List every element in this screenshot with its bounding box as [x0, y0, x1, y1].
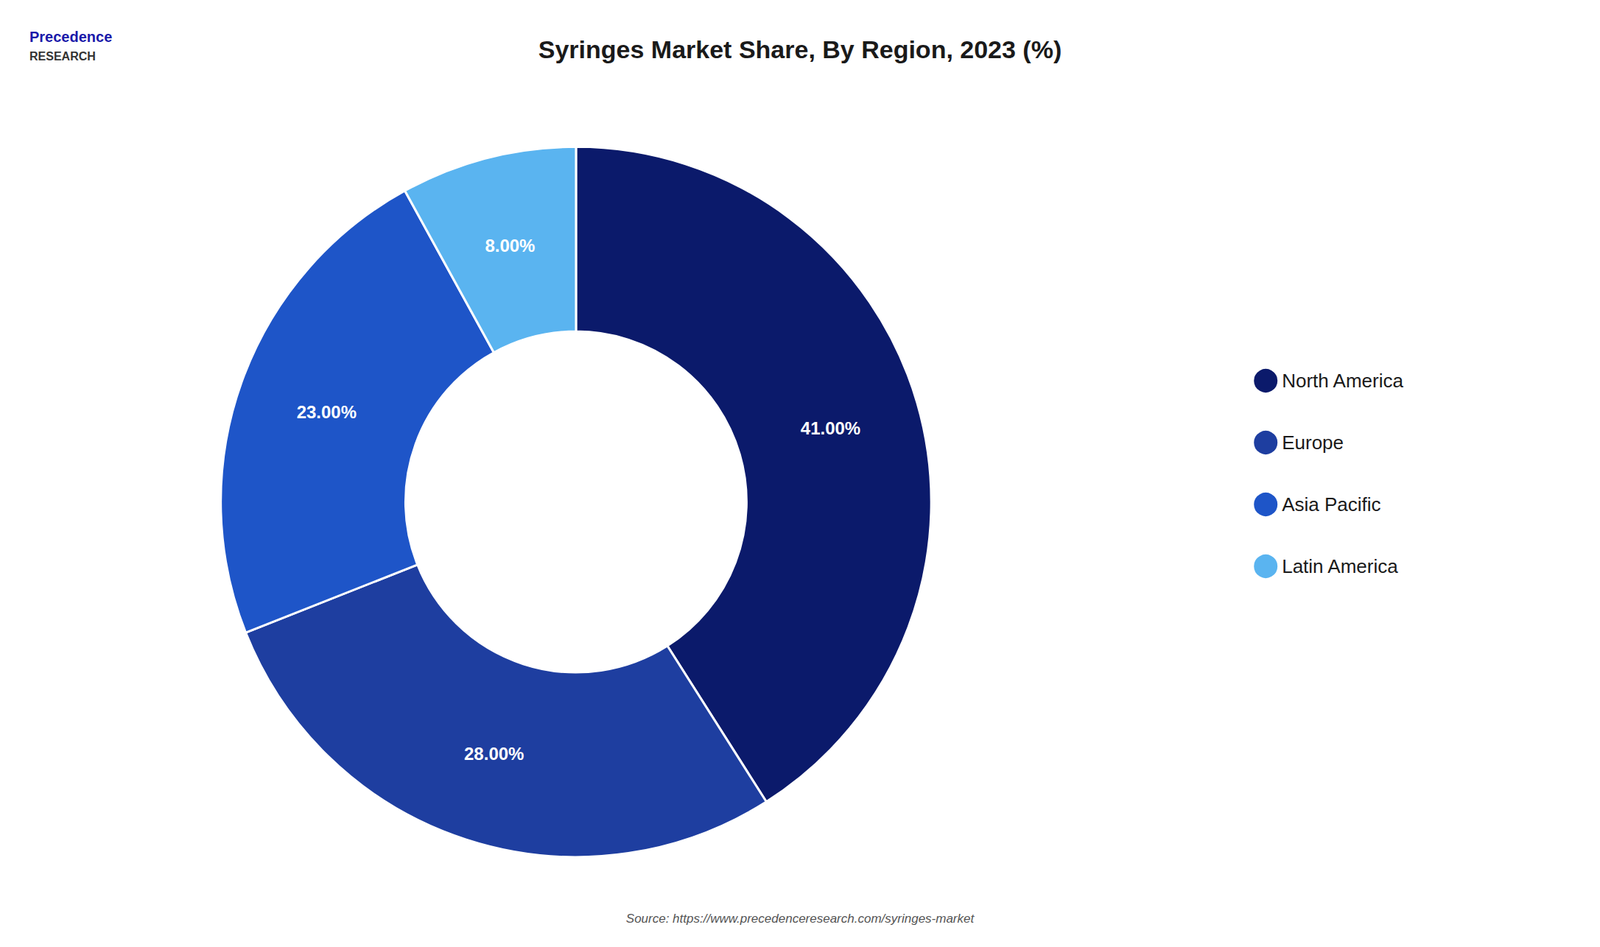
- svg-text:Source: https://www.precedence: Source: https://www.precedenceresearch.c…: [626, 911, 976, 926]
- svg-text:28.00%: 28.00%: [464, 744, 524, 764]
- svg-text:41.00%: 41.00%: [800, 418, 861, 439]
- svg-text:Europe: Europe: [1281, 431, 1344, 454]
- svg-text:Latin America: Latin America: [1281, 555, 1399, 578]
- svg-text:Asia Pacific: Asia Pacific: [1281, 493, 1381, 516]
- svg-text:8.00%: 8.00%: [484, 235, 535, 256]
- svg-text:23.00%: 23.00%: [296, 402, 357, 423]
- svg-text:North America: North America: [1281, 369, 1404, 392]
- svg-text:Precedence: Precedence: [29, 28, 112, 45]
- svg-text:Syringes Market Share, By Regi: Syringes Market Share, By Region, 2023 (…: [538, 35, 1062, 64]
- svg-text:RESEARCH: RESEARCH: [29, 50, 96, 63]
